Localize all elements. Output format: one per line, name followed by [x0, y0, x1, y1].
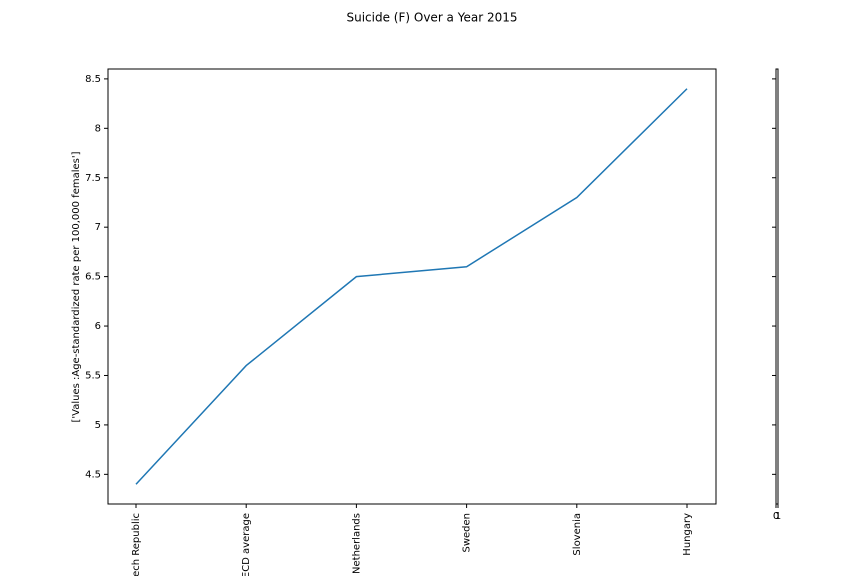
y-tick-label: 4.5	[85, 469, 101, 480]
y-tick-label: 6.5	[85, 272, 101, 283]
plot-frame	[107, 68, 717, 505]
line-series	[135, 88, 688, 485]
x-tick-label: Netherlands	[351, 513, 362, 574]
chart-title: Suicide (F) Over a Year 2015	[347, 11, 518, 25]
y-tick-label: 7	[95, 222, 101, 233]
y-axis-label: ['Values :Age-standardized rate per 100,…	[71, 151, 82, 422]
y-tick-label: 8	[95, 123, 101, 134]
x-tick-label: Hungary	[682, 513, 693, 556]
x-tick-label: Czech Republic	[131, 513, 142, 576]
y-tick-label: 8.5	[85, 74, 101, 85]
y-tick-label: 6	[95, 321, 101, 332]
x-tick-label: OECD average	[241, 513, 252, 576]
inset-frame	[775, 68, 779, 505]
x-tick-label: Slovenia	[572, 513, 583, 556]
y-tick-label: 7.5	[85, 173, 101, 184]
y-tick-label: 5	[95, 420, 101, 431]
x-tick-label: Sweden	[462, 513, 473, 553]
y-tick-label: 5.5	[85, 370, 101, 381]
inset-x-tick-label: 1	[775, 511, 781, 522]
inset-x-tick-label: 0	[773, 511, 779, 522]
